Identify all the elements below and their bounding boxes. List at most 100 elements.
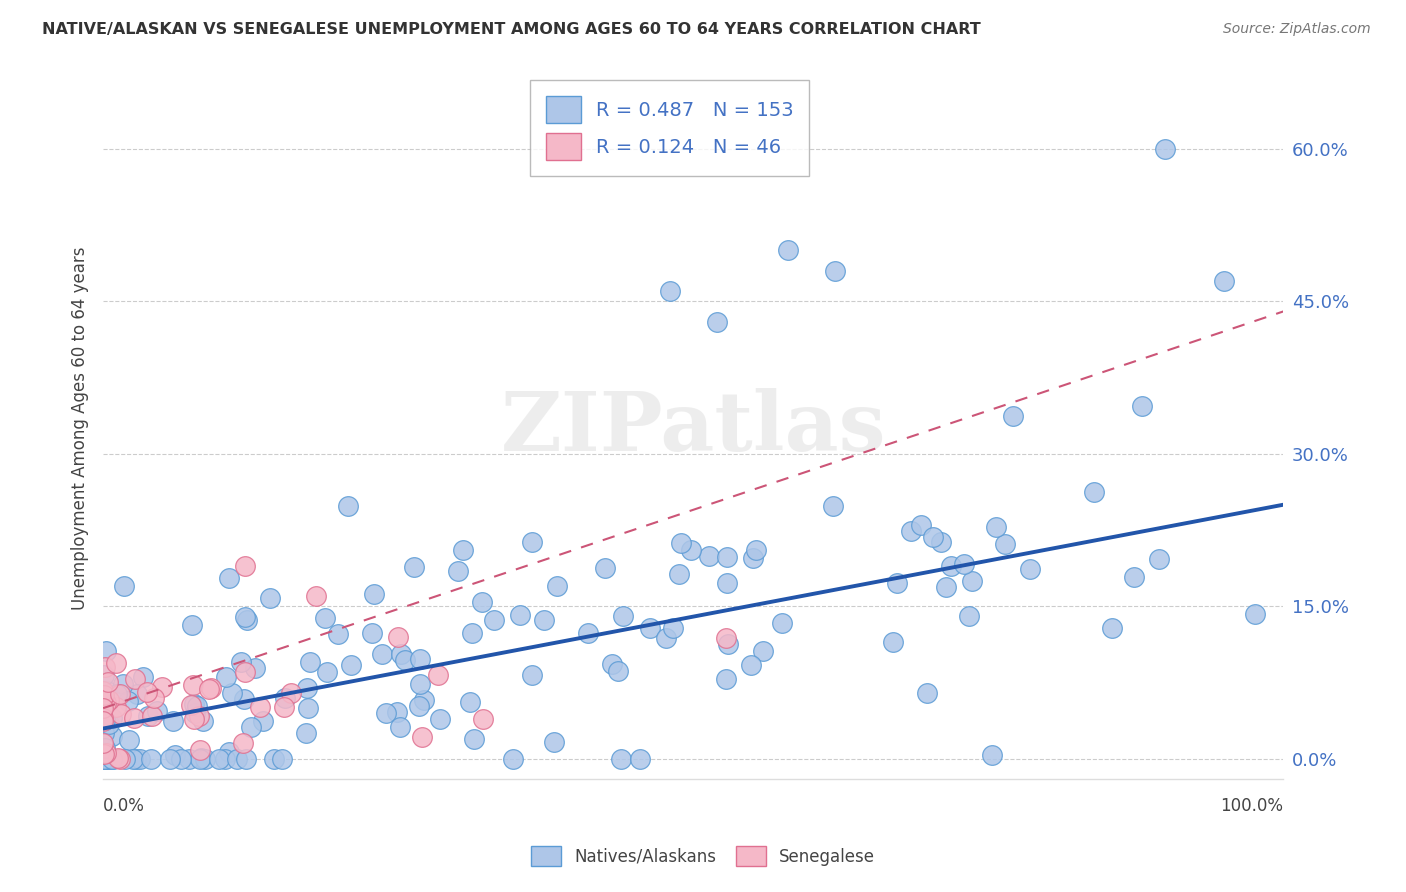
Point: [744, 543, 766, 558]
Point: [103, 752, 125, 766]
Legend: Natives/Alaskans, Senegalese: Natives/Alaskans, Senegalese: [523, 838, 883, 875]
Point: [93, 688, 115, 702]
Point: [208, 752, 231, 766]
Point: [770, 616, 793, 631]
Point: [533, 613, 555, 627]
Point: [482, 614, 505, 628]
Point: [183, 697, 205, 711]
Point: [98, 693, 121, 707]
Point: [94, 644, 117, 658]
Point: [181, 678, 204, 692]
Point: [375, 706, 398, 720]
Point: [188, 743, 211, 757]
Point: [304, 589, 326, 603]
Point: [1101, 621, 1123, 635]
Point: [186, 699, 208, 714]
Point: [638, 621, 661, 635]
Point: [922, 530, 945, 544]
Point: [143, 690, 166, 705]
Point: [94, 740, 117, 755]
Point: [125, 687, 148, 701]
Point: [94, 752, 117, 766]
Point: [1213, 274, 1236, 288]
Point: [108, 752, 131, 766]
Point: [214, 752, 236, 766]
Point: [463, 732, 485, 747]
Point: [183, 712, 205, 726]
Point: [233, 558, 256, 573]
Y-axis label: Unemployment Among Ages 60 to 64 years: Unemployment Among Ages 60 to 64 years: [72, 247, 89, 610]
Point: [337, 499, 360, 513]
Point: [776, 244, 799, 258]
Point: [706, 315, 728, 329]
Point: [981, 747, 1004, 762]
Point: [1154, 142, 1177, 156]
Point: [471, 595, 494, 609]
Point: [114, 752, 136, 766]
Point: [295, 681, 318, 696]
Point: [742, 550, 765, 565]
Point: [363, 587, 385, 601]
Point: [91, 697, 114, 711]
Point: [900, 524, 922, 539]
Point: [91, 690, 114, 704]
Point: [188, 752, 211, 766]
Point: [1123, 570, 1146, 584]
Point: [427, 668, 450, 682]
Point: [679, 543, 702, 558]
Point: [98, 717, 121, 731]
Point: [91, 711, 114, 725]
Point: [263, 752, 285, 766]
Point: [249, 699, 271, 714]
Point: [150, 680, 173, 694]
Point: [159, 752, 181, 766]
Point: [139, 752, 162, 766]
Point: [96, 674, 118, 689]
Point: [328, 626, 350, 640]
Point: [180, 698, 202, 713]
Point: [93, 752, 115, 766]
Point: [1083, 485, 1105, 500]
Point: [655, 632, 678, 646]
Point: [104, 700, 127, 714]
Point: [190, 751, 212, 765]
Point: [1243, 607, 1265, 621]
Point: [994, 537, 1017, 551]
Point: [162, 714, 184, 729]
Point: [146, 704, 169, 718]
Text: Source: ZipAtlas.com: Source: ZipAtlas.com: [1223, 22, 1371, 37]
Point: [93, 713, 115, 727]
Point: [197, 681, 219, 696]
Point: [136, 708, 159, 723]
Point: [824, 264, 846, 278]
Point: [118, 733, 141, 747]
Point: [576, 625, 599, 640]
Point: [93, 668, 115, 682]
Point: [93, 736, 115, 750]
Point: [91, 714, 114, 728]
Point: [543, 735, 565, 749]
Point: [661, 622, 683, 636]
Point: [952, 558, 974, 572]
Point: [609, 752, 631, 766]
Point: [252, 714, 274, 729]
Point: [280, 686, 302, 700]
Point: [522, 668, 544, 682]
Point: [699, 549, 721, 564]
Point: [136, 685, 159, 699]
Point: [273, 700, 295, 714]
Point: [101, 711, 124, 725]
Text: NATIVE/ALASKAN VS SENEGALESE UNEMPLOYMENT AMONG AGES 60 TO 64 YEARS CORRELATION : NATIVE/ALASKAN VS SENEGALESE UNEMPLOYMEN…: [42, 22, 981, 37]
Point: [502, 752, 524, 766]
Point: [271, 752, 294, 766]
Point: [107, 751, 129, 765]
Point: [472, 712, 495, 726]
Point: [274, 691, 297, 706]
Point: [91, 684, 114, 698]
Point: [122, 710, 145, 724]
Point: [413, 693, 436, 707]
Point: [96, 752, 118, 766]
Point: [218, 745, 240, 759]
Point: [986, 520, 1008, 534]
Point: [1002, 409, 1025, 423]
